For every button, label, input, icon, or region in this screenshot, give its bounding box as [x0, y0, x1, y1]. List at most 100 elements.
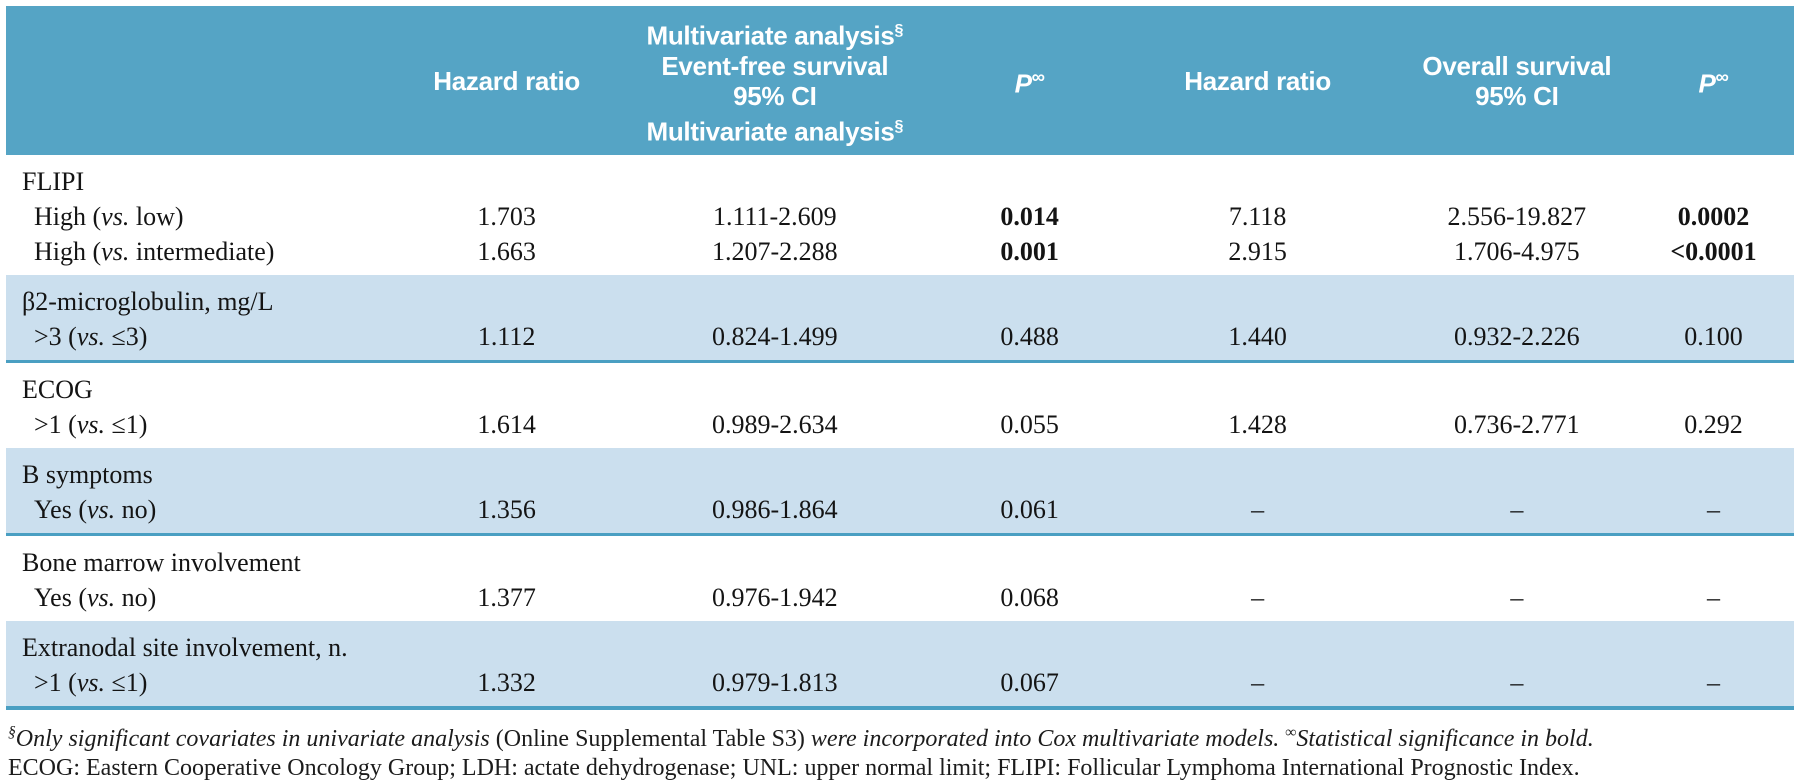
- header-hazard-ratio-efs-label: Hazard ratio: [433, 65, 580, 96]
- hazard-ratio-efs-value: 1.663: [477, 236, 536, 266]
- header-event-free-survival-group: Multivariate analysis§ Event-free surviv…: [605, 15, 945, 147]
- footnote-1: §Only significant covariates in univaria…: [8, 724, 1594, 752]
- table-figure: Hazard ratio Multivariate analysis§ Even…: [6, 6, 1794, 783]
- table-row: >1 (vs. ≤1) 1.614 0.989-2.634 0.055 1.42…: [6, 407, 1794, 442]
- row-label: Yes (vs. no): [34, 582, 157, 612]
- p-efs-value: 0.067: [1000, 667, 1059, 697]
- ci-os-value: –: [1510, 582, 1524, 612]
- hazard-ratio-efs-value: 1.614: [477, 409, 536, 439]
- hazard-ratio-efs-value: 1.332: [477, 667, 536, 697]
- p-efs-label: P∞: [1014, 66, 1045, 99]
- vs-text: vs.: [101, 236, 130, 266]
- hazard-ratio-efs-value: 1.112: [477, 321, 536, 351]
- ci-os-value: –: [1510, 494, 1524, 524]
- header-overall-survival-group: Overall survival 95% CI: [1401, 51, 1633, 111]
- infinity-sup: ∞: [1031, 66, 1045, 88]
- row-label: >1 (vs. ≤1): [34, 409, 148, 439]
- p-os-value: 0.292: [1684, 409, 1743, 439]
- hazard-ratio-os-value: 1.428: [1228, 409, 1287, 439]
- footnote-2: ECOG: Eastern Cooperative Oncology Group…: [8, 755, 1580, 781]
- section-sup: §: [8, 724, 16, 741]
- vs-text: vs.: [76, 667, 105, 697]
- efs-group-line3: 95% CI: [733, 80, 817, 111]
- ci-os-value: 2.556-19.827: [1447, 201, 1587, 231]
- hazard-ratio-os-value: 2.915: [1228, 236, 1287, 266]
- section-title: ECOG: [22, 375, 93, 404]
- hazard-ratio-efs-value: 1.356: [477, 494, 536, 524]
- p-os-value: <0.0001: [1670, 236, 1757, 266]
- p-os-value: –: [1707, 582, 1721, 612]
- vs-text: vs.: [87, 582, 116, 612]
- p-os-value: 0.0002: [1677, 201, 1750, 231]
- p-os-value: –: [1707, 667, 1721, 697]
- ci-os-value: 0.736-2.771: [1454, 409, 1580, 439]
- header-hazard-ratio-efs: Hazard ratio: [408, 66, 605, 96]
- ci-os-value: 0.932-2.226: [1454, 321, 1580, 351]
- ci-efs-value: 0.976-1.942: [711, 582, 838, 612]
- header-hazard-ratio-os-label: Hazard ratio: [1184, 65, 1331, 96]
- row-label: High (vs. low): [34, 201, 184, 231]
- os-group-line2: 95% CI: [1475, 80, 1559, 111]
- p-efs-value: 0.001: [1000, 236, 1059, 266]
- vs-text: vs.: [101, 201, 130, 231]
- section-title: Extranodal site involvement, n.: [22, 633, 348, 662]
- ci-efs-value: 0.989-2.634: [711, 409, 838, 439]
- section-sup: §: [894, 20, 904, 39]
- table-header: Hazard ratio Multivariate analysis§ Even…: [6, 6, 1794, 155]
- hazard-ratio-os-value: 7.118: [1228, 201, 1287, 231]
- section-title: B symptoms: [22, 460, 153, 489]
- section-title: FLIPI: [22, 167, 85, 196]
- row-label: >3 (vs. ≤3): [34, 321, 148, 351]
- ci-os-value: –: [1510, 667, 1524, 697]
- section-b2-microglobulin: β2-microglobulin, mg/L >3 (vs. ≤3) 1.112…: [6, 275, 1794, 363]
- p-os-value: 0.100: [1684, 321, 1743, 351]
- hazard-ratio-os-value: –: [1251, 494, 1265, 524]
- efs-group-line2: Event-free survival: [661, 50, 889, 81]
- ci-efs-value: 0.979-1.813: [711, 667, 838, 697]
- hazard-ratio-efs-value: 1.377: [477, 582, 536, 612]
- section-bone-marrow: Bone marrow involvement Yes (vs. no) 1.3…: [6, 536, 1794, 621]
- table-row: High (vs. low) 1.703 1.111-2.609 0.014 7…: [6, 199, 1794, 234]
- row-label: Yes (vs. no): [34, 494, 157, 524]
- p-efs-value: 0.061: [1000, 494, 1059, 524]
- header-p-efs: P∞: [945, 62, 1115, 99]
- header-p-os: P∞: [1633, 62, 1794, 99]
- vs-text: vs.: [76, 409, 105, 439]
- vs-text: vs.: [87, 494, 116, 524]
- section-b-symptoms: B symptoms Yes (vs. no) 1.356 0.986-1.86…: [6, 448, 1794, 536]
- ci-efs-value: 0.986-1.864: [711, 494, 838, 524]
- p-efs-value: 0.014: [1000, 201, 1059, 231]
- hazard-ratio-efs-value: 1.703: [477, 201, 536, 231]
- section-title: Bone marrow involvement: [22, 548, 301, 577]
- p-efs-value: 0.068: [1000, 582, 1059, 612]
- ci-efs-value: 1.111-2.609: [712, 201, 837, 231]
- row-label: >1 (vs. ≤1): [34, 667, 148, 697]
- infinity-sup: ∞: [1715, 66, 1729, 88]
- section-extranodal: Extranodal site involvement, n. >1 (vs. …: [6, 621, 1794, 710]
- hazard-ratio-os-value: –: [1251, 582, 1265, 612]
- p-efs-value: 0.488: [1000, 321, 1059, 351]
- section-sup: §: [894, 116, 904, 135]
- section-flipi: FLIPI High (vs. low) 1.703 1.111-2.609 0…: [6, 155, 1794, 275]
- efs-group-line4: Multivariate analysis§: [646, 116, 904, 147]
- ci-os-value: 1.706-4.975: [1454, 236, 1580, 266]
- vs-text: vs.: [76, 321, 105, 351]
- p-os-label: P∞: [1698, 66, 1729, 99]
- footnotes: §Only significant covariates in univaria…: [6, 710, 1794, 783]
- efs-group-line1: Multivariate analysis§: [646, 20, 904, 51]
- header-hazard-ratio-os: Hazard ratio: [1115, 66, 1401, 96]
- os-group-line1: Overall survival: [1422, 50, 1612, 81]
- table-row: >1 (vs. ≤1) 1.332 0.979-1.813 0.067 – – …: [6, 665, 1794, 700]
- section-title: β2-microglobulin, mg/L: [22, 287, 274, 316]
- table-row: >3 (vs. ≤3) 1.112 0.824-1.499 0.488 1.44…: [6, 319, 1794, 354]
- section-ecog: ECOG >1 (vs. ≤1) 1.614 0.989-2.634 0.055…: [6, 363, 1794, 448]
- row-label: High (vs. intermediate): [34, 236, 275, 266]
- table-row: High (vs. intermediate) 1.663 1.207-2.28…: [6, 234, 1794, 269]
- infinity-sup: ∞: [1285, 724, 1297, 741]
- ci-efs-value: 0.824-1.499: [711, 321, 838, 351]
- p-os-value: –: [1707, 494, 1721, 524]
- table-row: Yes (vs. no) 1.377 0.976-1.942 0.068 – –…: [6, 580, 1794, 615]
- hazard-ratio-os-value: –: [1251, 667, 1265, 697]
- p-efs-value: 0.055: [1000, 409, 1059, 439]
- table-row: Yes (vs. no) 1.356 0.986-1.864 0.061 – –…: [6, 492, 1794, 527]
